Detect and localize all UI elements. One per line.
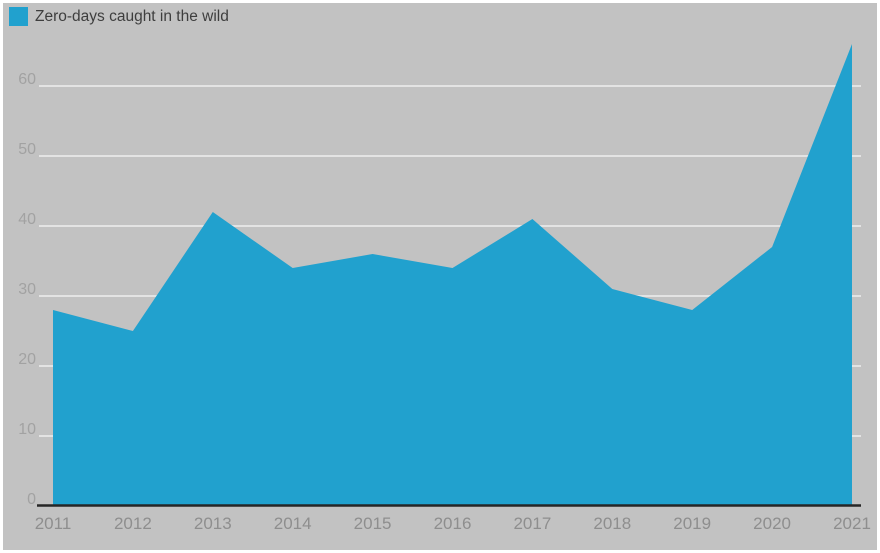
legend-label: Zero-days caught in the wild [35, 8, 229, 25]
x-tick-label: 2017 [513, 514, 552, 533]
x-tick-label: 2021 [833, 514, 871, 533]
x-tick-label: 2014 [273, 514, 312, 533]
y-tick-label: 10 [18, 421, 36, 438]
y-tick-label: 30 [18, 281, 36, 298]
y-tick-label: 40 [18, 211, 36, 228]
x-tick-label: 2016 [433, 514, 472, 533]
legend: Zero-days caught in the wild [9, 7, 229, 26]
area-series [53, 44, 852, 506]
y-tick-label: 0 [27, 491, 36, 508]
x-tick-label: 2018 [593, 514, 632, 533]
x-tick-label: 2012 [113, 514, 152, 533]
x-tick-label: 2013 [193, 514, 232, 533]
y-tick-label: 60 [18, 71, 36, 88]
legend-swatch-icon [9, 7, 28, 26]
y-tick-label: 20 [18, 351, 36, 368]
y-tick-label: 50 [18, 141, 36, 158]
x-tick-label: 2020 [753, 514, 791, 533]
x-tick-label: 2019 [673, 514, 712, 533]
x-tick-label: 2015 [353, 514, 392, 533]
x-tick-label: 2011 [34, 514, 72, 533]
